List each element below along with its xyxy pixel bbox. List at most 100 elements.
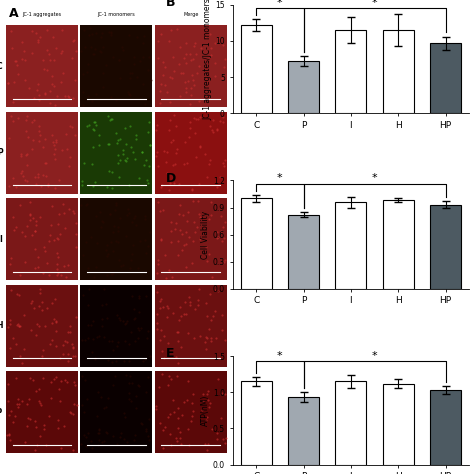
Point <box>142 426 149 433</box>
Point <box>34 320 41 328</box>
Point <box>27 374 34 382</box>
Text: C: C <box>0 62 2 71</box>
Point <box>184 209 191 216</box>
Point <box>119 317 127 324</box>
Point <box>57 377 64 385</box>
Point <box>107 210 114 218</box>
Point <box>99 322 106 330</box>
Point <box>45 237 52 245</box>
Point <box>21 232 28 239</box>
Point <box>78 47 85 55</box>
Point <box>116 156 123 164</box>
Point <box>80 431 87 439</box>
Point <box>66 328 73 336</box>
Point <box>219 327 226 334</box>
Point <box>203 413 210 420</box>
Point <box>111 206 118 214</box>
Point <box>51 184 59 191</box>
Point <box>5 380 12 388</box>
Point <box>43 26 51 33</box>
Point <box>107 29 114 37</box>
Point <box>31 228 39 235</box>
Point <box>182 310 190 318</box>
Point <box>201 151 209 158</box>
Point <box>93 333 101 340</box>
Point <box>167 441 175 449</box>
Point <box>61 263 68 270</box>
Point <box>128 218 136 226</box>
Point <box>38 353 46 360</box>
Point <box>198 407 206 414</box>
Point <box>144 242 152 250</box>
Point <box>8 27 15 35</box>
Point <box>54 265 61 273</box>
Bar <box>430 205 461 289</box>
Point <box>29 376 37 384</box>
Point <box>160 303 167 311</box>
Point <box>27 210 34 218</box>
Point <box>64 328 72 336</box>
Point <box>9 117 17 125</box>
Point <box>94 239 101 247</box>
Point <box>27 211 34 219</box>
Point <box>219 159 227 166</box>
Point <box>158 347 165 355</box>
Point <box>139 357 147 365</box>
Point <box>95 141 103 149</box>
Point <box>134 264 141 272</box>
Point <box>69 352 77 360</box>
Point <box>12 340 20 347</box>
Point <box>135 382 143 390</box>
Point <box>33 442 40 449</box>
Point <box>60 422 68 429</box>
Point <box>211 287 219 294</box>
Point <box>169 310 176 317</box>
Point <box>35 137 43 145</box>
Point <box>73 243 80 250</box>
Point <box>146 162 153 170</box>
Point <box>48 202 56 210</box>
Point <box>180 241 188 248</box>
Point <box>50 82 57 90</box>
Point <box>98 301 106 309</box>
Point <box>118 263 125 270</box>
Point <box>112 201 119 209</box>
Point <box>191 228 199 236</box>
Point <box>157 295 164 303</box>
Point <box>84 60 91 67</box>
Point <box>128 144 135 151</box>
Point <box>92 212 100 220</box>
Point <box>119 146 127 154</box>
Point <box>191 306 199 313</box>
Point <box>102 300 110 308</box>
Point <box>183 159 191 167</box>
Point <box>107 93 114 101</box>
Point <box>112 237 120 245</box>
Point <box>205 403 213 410</box>
Point <box>130 61 137 68</box>
Point <box>124 211 131 219</box>
Point <box>88 97 95 105</box>
Point <box>24 161 31 169</box>
Point <box>218 237 226 245</box>
Point <box>31 246 39 253</box>
Point <box>212 335 219 342</box>
Text: Merge: Merge <box>183 12 199 17</box>
Point <box>138 148 146 155</box>
Point <box>156 419 164 427</box>
Point <box>189 76 197 84</box>
Point <box>21 258 28 266</box>
Point <box>104 356 112 364</box>
Point <box>15 291 23 298</box>
Point <box>28 27 36 35</box>
Point <box>152 153 160 160</box>
Point <box>108 358 116 366</box>
Point <box>208 52 215 59</box>
Point <box>161 81 169 89</box>
Point <box>152 126 160 133</box>
Point <box>23 116 30 124</box>
Point <box>167 26 175 34</box>
Point <box>90 273 98 281</box>
Point <box>174 359 182 366</box>
Point <box>175 180 182 187</box>
